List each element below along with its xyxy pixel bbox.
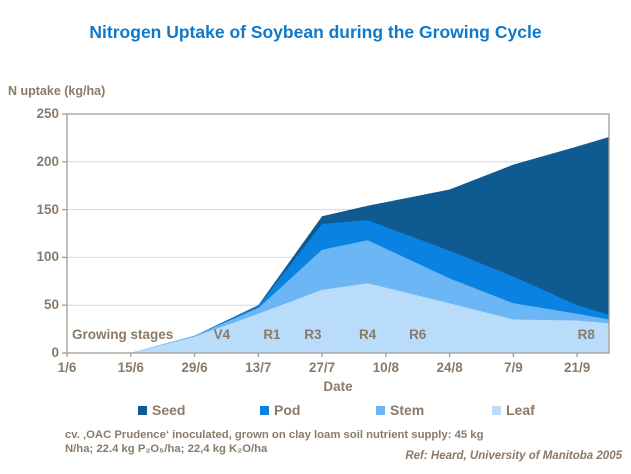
stage-label-r1: R1 [263, 327, 281, 342]
x-tick-label: 27/7 [308, 360, 336, 375]
legend-swatch-pod [260, 405, 269, 415]
y-tick-label: 100 [36, 249, 59, 265]
legend-item-pod: Pod [260, 402, 300, 418]
legend-label: Stem [390, 402, 425, 418]
x-tick-label: 1/6 [57, 360, 77, 375]
footnote-line1: cv. ‚OAC Prudence‘ inoculated, grown on … [65, 429, 484, 441]
y-tick-label: 250 [36, 106, 59, 121]
x-tick-label: 29/6 [181, 360, 208, 375]
legend-swatch-seed [138, 405, 147, 415]
legend-label: Pod [274, 402, 301, 418]
legend-swatch-leaf [492, 405, 501, 415]
legend-swatch-stem [376, 405, 385, 415]
legend-item-seed: Seed [138, 402, 185, 418]
x-tick-label: 13/7 [245, 360, 272, 375]
legend-item-leaf: Leaf [492, 402, 535, 418]
stage-label-r6: R6 [409, 327, 427, 342]
plot-border [66, 113, 610, 354]
area-leaf [67, 283, 609, 353]
x-tick-label: 21/9 [563, 360, 591, 375]
y-tick-label: 0 [51, 345, 59, 360]
x-tick-label: 7/9 [503, 360, 523, 375]
x-axis-title: Date [323, 379, 353, 394]
legend-item-stem: Stem [376, 402, 424, 418]
y-axis-title: N uptake (kg/ha) [8, 84, 106, 98]
legend-label: Leaf [506, 402, 535, 418]
stage-label-v4: V4 [213, 327, 231, 342]
x-tick-label: 10/8 [372, 360, 399, 375]
y-tick-label: 50 [43, 297, 59, 313]
reference: Ref: Heard, University of Manitoba 2005 [405, 450, 622, 462]
stage-label-r8: R8 [577, 327, 595, 342]
growing-stages-label: Growing stages [72, 327, 174, 342]
x-tick-label: 24/8 [436, 360, 463, 375]
stage-label-r3: R3 [304, 327, 322, 342]
y-tick-label: 150 [36, 201, 59, 217]
footnote-line2: N/ha; 22.4 kg P₂O₅/ha; 22,4 kg K₂O/ha [65, 443, 268, 455]
legend-label: Seed [152, 402, 186, 418]
y-tick-label: 200 [36, 153, 59, 169]
chart-title: Nitrogen Uptake of Soybean during the Gr… [89, 22, 542, 42]
stage-label-r4: R4 [358, 327, 377, 342]
x-tick-label: 15/6 [117, 360, 144, 375]
